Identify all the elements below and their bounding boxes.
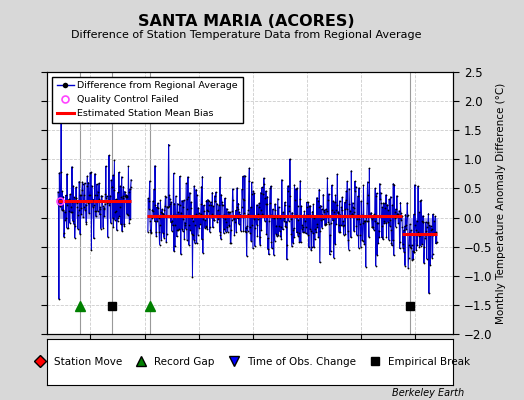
Y-axis label: Monthly Temperature Anomaly Difference (°C): Monthly Temperature Anomaly Difference (…	[496, 82, 506, 324]
Text: Difference of Station Temperature Data from Regional Average: Difference of Station Temperature Data f…	[71, 30, 421, 40]
Text: SANTA MARIA (ACORES): SANTA MARIA (ACORES)	[138, 14, 355, 29]
Text: Berkeley Earth: Berkeley Earth	[391, 388, 464, 398]
Legend: Station Move, Record Gap, Time of Obs. Change, Empirical Break: Station Move, Record Gap, Time of Obs. C…	[27, 354, 474, 370]
Legend: Difference from Regional Average, Quality Control Failed, Estimated Station Mean: Difference from Regional Average, Qualit…	[52, 77, 243, 123]
